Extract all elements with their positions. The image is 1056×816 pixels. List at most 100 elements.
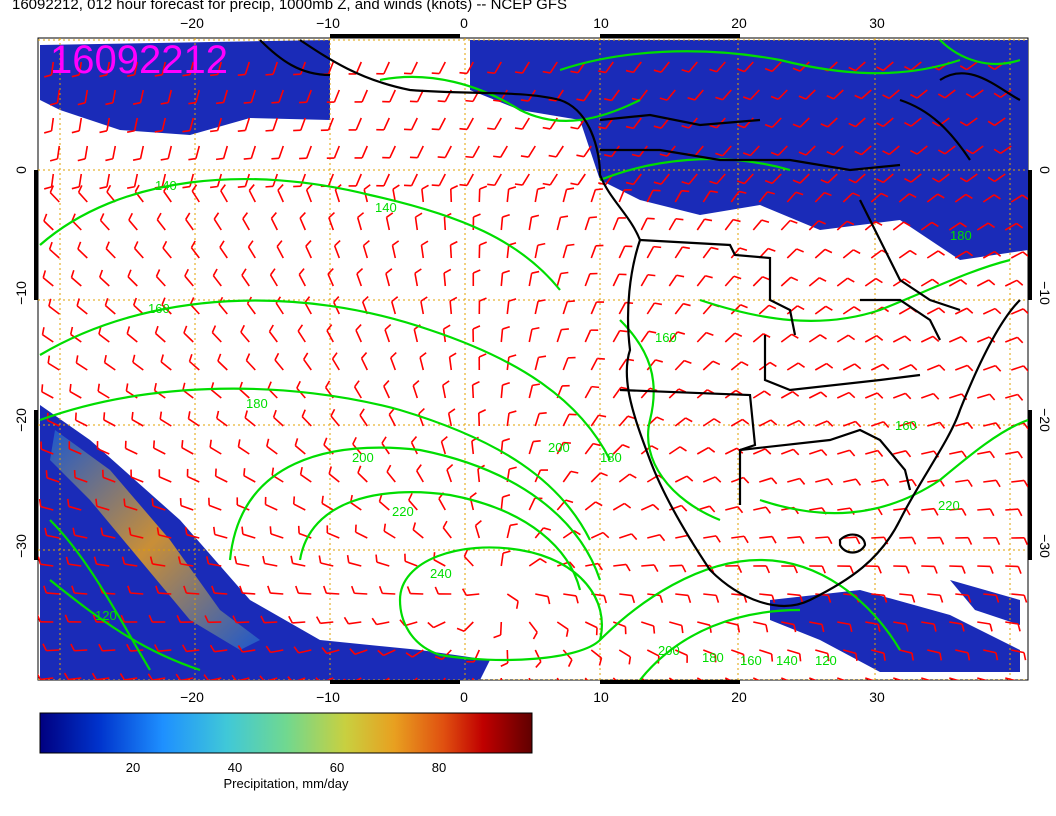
- wind-barb: [181, 644, 200, 653]
- wind-barb: [709, 173, 726, 185]
- wind-barb: [646, 245, 662, 259]
- wind-barb: [926, 307, 946, 315]
- lat-tick-right: 0: [1037, 166, 1053, 174]
- wind-barb: [674, 359, 692, 371]
- lon-tick-top: 10: [593, 15, 609, 31]
- wind-barb: [48, 298, 60, 315]
- coastline-borders: [259, 39, 1021, 607]
- wind-barb: [179, 497, 194, 511]
- wind-barb: [421, 184, 429, 203]
- wind-barb: [147, 673, 166, 680]
- wind-barb: [590, 357, 605, 371]
- precip-area-north-west: [40, 40, 330, 135]
- wind-barb: [153, 382, 166, 399]
- wind-barb: [126, 61, 139, 78]
- wind-barb: [1011, 593, 1028, 603]
- wind-barb: [121, 556, 138, 567]
- wind-barb: [211, 325, 222, 343]
- wind-barb: [38, 672, 54, 680]
- wind-barb: [188, 145, 201, 161]
- wind-barb: [786, 305, 805, 315]
- wind-barb: [72, 527, 88, 539]
- wind-barb: [612, 444, 630, 455]
- wind-barb: [585, 562, 603, 571]
- wind-barb: [893, 565, 910, 574]
- wind-barb: [105, 145, 117, 162]
- wind-barb: [876, 117, 894, 128]
- wind-barb: [937, 145, 956, 155]
- wind-barb: [43, 213, 54, 231]
- wind-barb: [187, 411, 200, 427]
- wind-barb: [725, 621, 741, 633]
- wind-barb: [781, 448, 800, 456]
- wind-barb: [759, 477, 778, 485]
- wind-barb: [181, 440, 194, 455]
- wind-barb: [584, 329, 599, 343]
- wind-barb: [808, 391, 828, 399]
- wind-barb: [870, 192, 889, 203]
- wind-barb: [618, 189, 632, 203]
- wind-barb: [653, 173, 670, 185]
- wind-barb: [590, 414, 607, 427]
- wind-barb: [500, 381, 511, 399]
- wind-barb: [210, 61, 223, 77]
- wind-barb: [814, 305, 833, 315]
- wind-barb: [184, 268, 194, 287]
- wind-barb: [864, 334, 884, 343]
- wind-barb: [842, 249, 861, 259]
- wind-barb: [854, 145, 872, 156]
- wind-barb: [414, 268, 422, 287]
- wind-barb: [920, 278, 940, 287]
- wind-barb: [584, 385, 600, 399]
- wind-barb: [612, 329, 628, 343]
- wind-barb: [446, 463, 454, 483]
- wind-barb: [305, 240, 313, 259]
- wind-barb: [297, 324, 306, 343]
- wind-barb: [243, 145, 257, 160]
- wind-barb: [245, 353, 256, 371]
- wind-barb: [353, 380, 362, 399]
- wind-barb: [213, 212, 222, 231]
- wind-barb: [703, 593, 720, 603]
- wind-barb: [780, 333, 799, 343]
- wind-barb: [668, 274, 685, 287]
- wind-barb: [356, 267, 364, 287]
- wind-barb: [97, 383, 110, 399]
- wind-barb: [843, 536, 861, 545]
- wind-barb: [556, 677, 565, 680]
- wind-barb: [584, 442, 601, 455]
- left-axis-bar: [34, 170, 38, 300]
- wind-barb: [921, 621, 937, 632]
- wind-barb: [955, 649, 971, 661]
- wind-barb: [45, 470, 60, 483]
- wind-barb: [787, 536, 805, 544]
- wind-barb: [343, 616, 362, 625]
- wind-barb: [534, 649, 542, 668]
- wind-barb: [674, 475, 694, 483]
- wind-barb: [528, 214, 540, 231]
- wind-barb: [742, 145, 760, 157]
- wind-barb: [668, 331, 686, 343]
- wind-barb: [160, 145, 173, 161]
- wind-barb: [190, 240, 200, 259]
- wind-barb: [758, 419, 778, 427]
- wind-barb: [820, 117, 838, 128]
- wind-barb: [407, 677, 418, 680]
- contour-label: 120: [95, 608, 117, 623]
- wind-barb: [882, 145, 900, 156]
- wind-barb: [977, 621, 993, 632]
- lon-tick-bottom: 10: [593, 689, 609, 705]
- wind-barb: [185, 212, 194, 231]
- wind-barb: [921, 677, 934, 680]
- wind-barb: [333, 239, 341, 259]
- wind-barb: [792, 173, 810, 184]
- wind-barb: [271, 89, 285, 104]
- wind-barb: [274, 352, 284, 371]
- wind-barb: [753, 621, 769, 633]
- wind-barb: [949, 677, 962, 680]
- wind-barb: [709, 61, 726, 73]
- wind-barb: [899, 593, 916, 603]
- wind-barb: [465, 145, 480, 159]
- wind-barb: [403, 117, 419, 131]
- contour-line: [599, 158, 791, 182]
